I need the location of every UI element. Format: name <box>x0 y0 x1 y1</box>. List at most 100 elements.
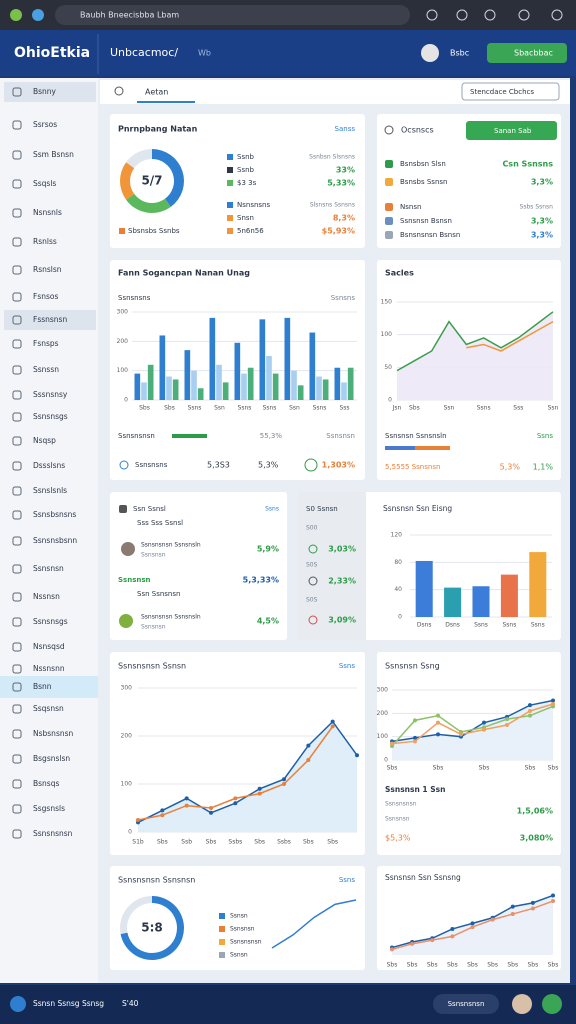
sidebar-item[interactable]: Ssqsnsn <box>33 704 64 713</box>
sidebar-item[interactable]: Ssqsls <box>33 179 56 188</box>
x-tick-label: Sbs <box>507 962 518 969</box>
sidebar-item[interactable]: Dssslsns <box>33 461 65 470</box>
sidebar-item[interactable]: Nsqsp <box>33 436 56 445</box>
y-tick-label: 300 <box>121 685 133 692</box>
point <box>528 709 532 713</box>
sidebar-icon <box>12 617 22 627</box>
x-tick-label: Ssbs <box>228 839 242 846</box>
sidebar-icon <box>12 315 22 325</box>
point <box>436 732 440 737</box>
avatar <box>119 614 133 628</box>
bar <box>297 385 304 400</box>
sidebar-item[interactable]: Ssnssn <box>33 365 59 374</box>
sidebar-item[interactable]: Rsnlss <box>33 237 57 246</box>
tab[interactable]: Aetan <box>145 88 168 97</box>
stat-icon <box>119 460 129 470</box>
donut-center: 5/7 <box>141 174 162 188</box>
legend-swatch <box>227 228 233 234</box>
sidebar-item[interactable]: Nsnsnls <box>33 208 62 217</box>
sidebar-item[interactable]: Ssnsnsgs <box>33 412 68 421</box>
legend-swatch <box>227 180 233 186</box>
sidebar-item[interactable]: Ssnsnsbsnn <box>33 536 77 545</box>
url-field[interactable] <box>55 5 410 25</box>
sidebar-item[interactable]: Sssnsnsy <box>33 390 68 399</box>
button-label[interactable]: Ssnsnsnsn <box>448 1000 485 1008</box>
line <box>391 703 554 745</box>
sidebar-icon <box>12 779 22 789</box>
sidebar-item[interactable]: Ssnsnsgs <box>33 617 68 626</box>
select[interactable] <box>461 82 560 101</box>
footer-button[interactable] <box>433 994 499 1014</box>
button-label[interactable]: Sanan Sab <box>494 127 532 135</box>
sidebar-item[interactable]: Bsnn <box>33 682 52 691</box>
point <box>390 947 394 952</box>
x-tick-label: Sss <box>513 405 523 412</box>
legend-label: Ssnsnsn <box>230 926 255 933</box>
browser-button[interactable] <box>518 9 530 21</box>
value: 1,303% <box>322 461 355 470</box>
button-label[interactable]: Sbacbbac <box>514 49 553 58</box>
bar <box>222 382 229 400</box>
sidebar-item[interactable]: Nsbsnsnsn <box>33 729 74 738</box>
legend-label: $3 3s <box>237 179 257 187</box>
legend-swatch <box>219 939 225 945</box>
card <box>110 114 365 248</box>
sidebar-item[interactable]: Rsnslsn <box>33 265 62 274</box>
card-title: Sacles <box>385 269 414 278</box>
y-tick-label: 200 <box>377 710 389 717</box>
sidebar-item[interactable]: Ssm Bsnsn <box>33 150 74 159</box>
search-icon[interactable] <box>384 125 394 135</box>
browser-button[interactable] <box>426 9 438 21</box>
sidebar-item[interactable]: Ssgsnsls <box>33 804 65 813</box>
avatar[interactable] <box>421 44 439 62</box>
sidebar-item[interactable]: Fssnsnsn <box>33 315 67 324</box>
select-label[interactable]: Stencdace Cbchcs <box>470 88 534 96</box>
button[interactable] <box>466 121 557 140</box>
label: Ssnsns <box>331 294 356 302</box>
point <box>530 906 535 911</box>
card-title: Ssnsnsnsn Ssnsn <box>118 662 186 671</box>
sidebar-item[interactable]: Ssnsnsnsn <box>33 829 73 838</box>
sidebar-item[interactable]: Ssnsnsn <box>33 564 64 573</box>
value: Ssnsnsn <box>326 432 355 440</box>
row-icon <box>385 217 393 225</box>
x-tick-label: Ssns <box>477 405 491 412</box>
row-icon <box>308 544 318 554</box>
avatar[interactable] <box>512 994 532 1014</box>
sidebar-icon <box>12 179 22 189</box>
link[interactable]: Ssns <box>265 506 279 513</box>
x-tick-label: Sbs <box>139 405 150 412</box>
sidebar-item[interactable]: Fsnsos <box>33 292 58 301</box>
sidebar-item[interactable]: Nssnsnn <box>33 664 65 673</box>
point <box>233 801 238 806</box>
sidebar-item[interactable]: Ssrsos <box>33 120 57 129</box>
link[interactable]: Ssns <box>339 876 356 884</box>
sidebar-item[interactable]: Bsnny <box>33 87 57 96</box>
point <box>470 925 475 930</box>
point <box>430 938 435 943</box>
link[interactable]: Sanss <box>335 125 356 133</box>
url[interactable]: Baubh Bneecisbba Lbam <box>80 11 179 20</box>
sidebar-item[interactable]: Nsnsqsd <box>33 642 65 651</box>
browser-button[interactable] <box>551 9 563 21</box>
sidebar-item[interactable]: Fsnsps <box>33 339 59 348</box>
value: 5,3S3 <box>207 461 230 470</box>
link[interactable]: Ssns <box>339 662 356 670</box>
sidebar-item[interactable]: Ssnslsnls <box>33 486 67 495</box>
card-title: Fann Sogancpan Nanan Unag <box>118 269 250 278</box>
y-tick-label: 100 <box>117 367 129 374</box>
sidebar-item[interactable]: Bsgsnslsn <box>33 754 70 763</box>
action-button[interactable] <box>542 994 562 1014</box>
legend-value: Ssnbsn Slsnsns <box>309 154 355 161</box>
sidebar-item[interactable]: Nssnsn <box>33 592 60 601</box>
browser-button[interactable] <box>484 9 496 21</box>
sidebar-item[interactable]: Ssnsbsnsns <box>33 510 76 519</box>
sidebar-highlight <box>0 676 98 698</box>
sidebar-item[interactable]: Bsnsqs <box>33 779 59 788</box>
header-button[interactable] <box>487 43 567 63</box>
point <box>510 904 515 909</box>
browser-button[interactable] <box>456 9 468 21</box>
search-icon[interactable] <box>114 86 124 96</box>
